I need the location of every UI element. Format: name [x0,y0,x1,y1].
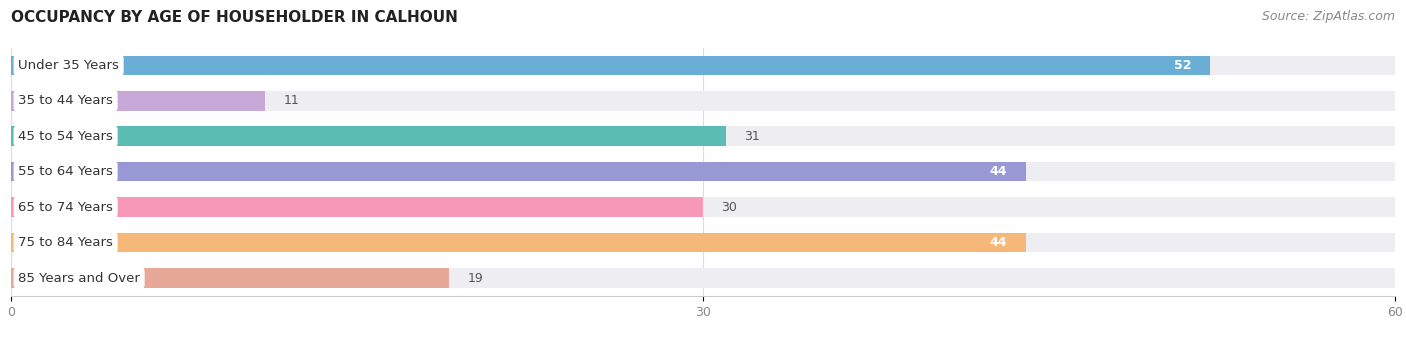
Bar [11,268,450,288]
Bar [11,91,264,110]
Bar [11,55,1395,75]
Bar [11,233,1026,252]
Text: 85 Years and Over: 85 Years and Over [18,272,141,285]
Text: 31: 31 [745,130,761,143]
Text: 19: 19 [468,272,484,285]
Bar [11,126,725,146]
Bar [11,162,1395,182]
Text: 45 to 54 Years: 45 to 54 Years [18,130,112,143]
Text: 65 to 74 Years: 65 to 74 Years [18,201,112,214]
Text: 44: 44 [990,165,1007,178]
Bar [11,268,1395,288]
Text: Source: ZipAtlas.com: Source: ZipAtlas.com [1261,10,1395,23]
Bar [11,162,1026,182]
Bar [11,233,1395,252]
Bar [11,198,703,217]
Text: 30: 30 [721,201,737,214]
Text: OCCUPANCY BY AGE OF HOUSEHOLDER IN CALHOUN: OCCUPANCY BY AGE OF HOUSEHOLDER IN CALHO… [11,10,458,25]
Text: 75 to 84 Years: 75 to 84 Years [18,236,112,249]
Text: 35 to 44 Years: 35 to 44 Years [18,94,112,107]
Bar [11,55,1211,75]
Text: Under 35 Years: Under 35 Years [18,59,120,72]
Text: 55 to 64 Years: 55 to 64 Years [18,165,112,178]
Text: 52: 52 [1174,59,1192,72]
Text: 44: 44 [990,236,1007,249]
Bar [11,198,1395,217]
Text: 11: 11 [284,94,299,107]
Bar [11,126,1395,146]
Bar [11,91,1395,110]
